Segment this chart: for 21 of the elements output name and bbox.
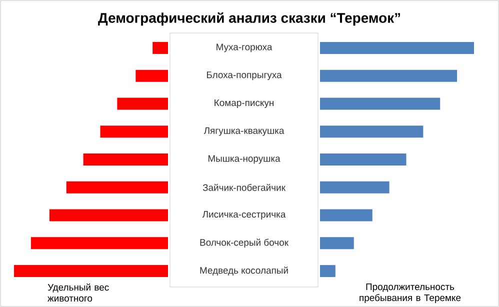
bar — [320, 98, 440, 110]
y-tick-label: Комар-пискун — [214, 99, 274, 108]
y-tick-label: Блоха-попрыгуха — [206, 72, 282, 80]
y-tick-label: Муха-горюха — [216, 44, 272, 52]
bar — [320, 126, 424, 138]
y-tick-label: Медведь косолапый — [200, 266, 288, 276]
bar — [320, 154, 406, 166]
bar — [320, 181, 390, 194]
bar — [320, 265, 336, 278]
y-tick-label: Зайчик-побегайчик — [202, 184, 286, 191]
bar — [320, 42, 474, 54]
bar — [320, 70, 458, 82]
bar — [320, 237, 354, 250]
y-tick-label: Лягушка-квакушка — [204, 127, 284, 136]
y-tick-label: Лисичка-сестричка — [202, 211, 286, 220]
bar — [320, 209, 372, 222]
y-tick-label: Волчок-серый бочок — [200, 238, 289, 248]
text: Демографический анализ сказки “Теремок” — [98, 12, 400, 26]
y-tick-label: Мышка-норушка — [208, 155, 280, 164]
text: Продолжительность пребывания в Теремке — [360, 284, 461, 303]
series-label: Удельный вес животного — [48, 284, 109, 302]
